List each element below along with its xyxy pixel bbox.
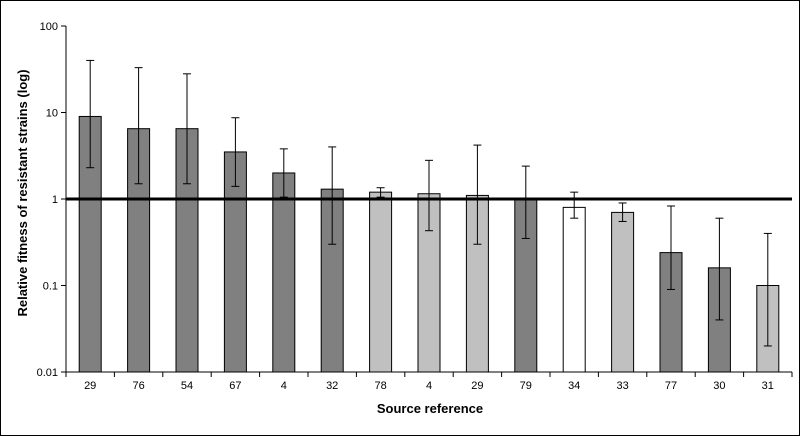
x-tick-label: 4 — [426, 380, 432, 392]
x-tick-label: 33 — [616, 380, 628, 392]
x-tick-label: 76 — [132, 380, 144, 392]
bar — [611, 211, 635, 373]
y-tick-label: 0.1 — [43, 281, 58, 293]
x-tick-label: 67 — [229, 380, 241, 392]
x-tick-label: 4 — [281, 380, 287, 392]
x-tick-label: 29 — [471, 380, 483, 392]
x-tick-label: 31 — [762, 380, 774, 392]
bar — [369, 191, 393, 373]
x-tick-label: 79 — [520, 380, 532, 392]
bar — [562, 206, 586, 373]
y-tick-label: 0.01 — [37, 367, 58, 379]
x-tick-label: 30 — [713, 380, 725, 392]
y-tick-label: 100 — [40, 21, 58, 33]
y-tick-label: 10 — [46, 108, 58, 120]
y-tick-label: 1 — [52, 194, 58, 206]
x-tick-label: 34 — [568, 380, 580, 392]
bar — [272, 172, 296, 373]
x-axis-title: Source reference — [377, 401, 483, 416]
x-tick-label: 54 — [181, 380, 193, 392]
x-tick-label: 78 — [374, 380, 386, 392]
x-tick-label: 32 — [326, 380, 338, 392]
y-axis-title: Relative fitness of resistant strains (l… — [15, 69, 30, 316]
x-tick-label: 29 — [84, 380, 96, 392]
plot-area: 29 76 54 67 4 32 78 4 29 79 34 33 77 30 31 0.01 0.1 1 10 10… — [37, 21, 793, 392]
x-tick-label: 77 — [665, 380, 677, 392]
